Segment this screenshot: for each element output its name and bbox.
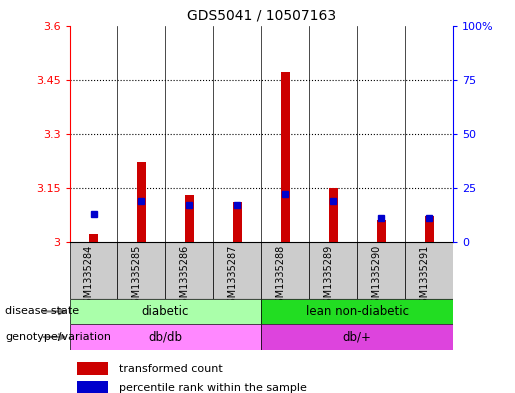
Bar: [329, 187, 338, 242]
Bar: [185, 195, 194, 242]
Bar: [261, 242, 310, 299]
Text: GSM1335287: GSM1335287: [228, 244, 237, 310]
Bar: [310, 242, 357, 299]
Bar: [89, 235, 98, 242]
Text: GSM1335291: GSM1335291: [419, 244, 429, 310]
Text: GSM1335286: GSM1335286: [179, 244, 190, 310]
Title: GDS5041 / 10507163: GDS5041 / 10507163: [187, 9, 336, 23]
Bar: [70, 242, 117, 299]
Text: GSM1335284: GSM1335284: [83, 244, 94, 310]
Bar: [261, 299, 453, 324]
Bar: [405, 242, 453, 299]
Text: GSM1335288: GSM1335288: [276, 244, 285, 310]
Text: db/+: db/+: [343, 331, 372, 343]
Bar: [281, 72, 289, 242]
Text: GSM1335290: GSM1335290: [371, 244, 381, 310]
Bar: [70, 299, 261, 324]
Bar: [261, 324, 453, 350]
Text: db/db: db/db: [148, 331, 182, 343]
Bar: [77, 381, 108, 393]
Text: disease state: disease state: [5, 307, 79, 316]
Bar: [357, 242, 405, 299]
Bar: [117, 242, 165, 299]
Text: lean non-diabetic: lean non-diabetic: [306, 305, 409, 318]
Text: GSM1335285: GSM1335285: [131, 244, 142, 310]
Text: percentile rank within the sample: percentile rank within the sample: [119, 383, 307, 393]
Bar: [233, 202, 242, 242]
Bar: [70, 324, 261, 350]
Text: genotype/variation: genotype/variation: [5, 332, 111, 342]
Bar: [377, 220, 386, 242]
Bar: [213, 242, 261, 299]
Bar: [77, 362, 108, 375]
Text: transformed count: transformed count: [119, 364, 223, 374]
Text: GSM1335289: GSM1335289: [323, 244, 333, 310]
Bar: [165, 242, 213, 299]
Bar: [425, 217, 434, 242]
Text: diabetic: diabetic: [142, 305, 189, 318]
Bar: [137, 162, 146, 242]
